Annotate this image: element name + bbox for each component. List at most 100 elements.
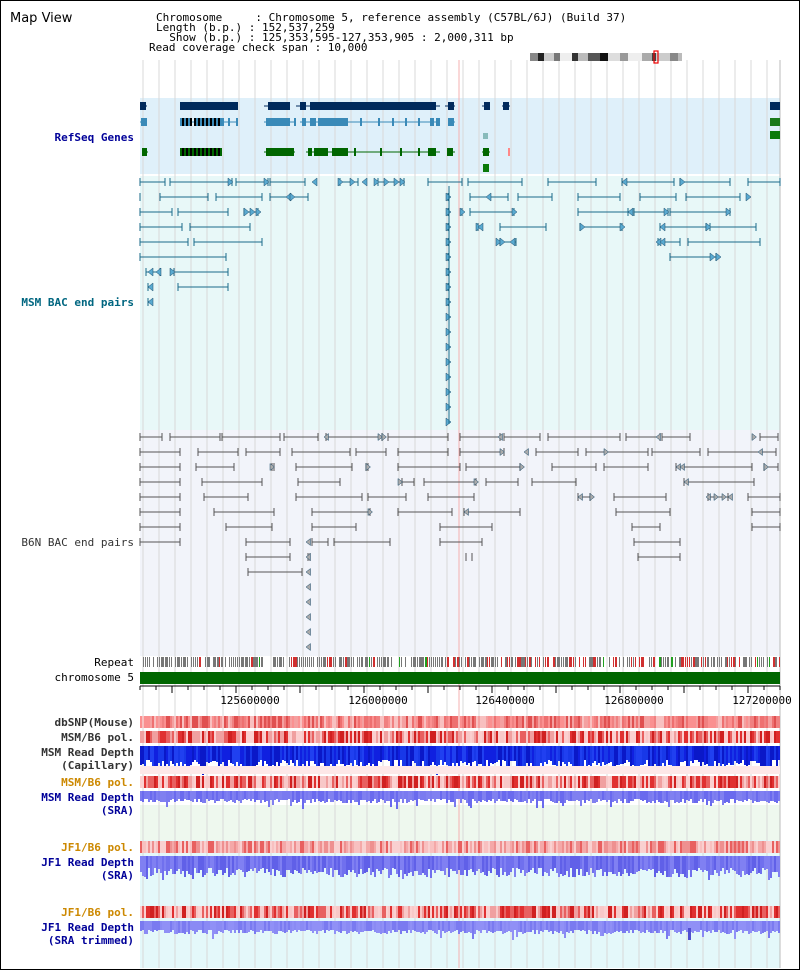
- jf1-trimmed-depth-bar: [602, 921, 604, 936]
- dbsnp-cell: [584, 716, 586, 728]
- jf1-pol-cell: [532, 841, 534, 853]
- jf1-pol-cell: [254, 841, 256, 853]
- msm-pol-cell: [746, 731, 748, 743]
- dbsnp-cell: [462, 716, 464, 728]
- jf1-trimmed-depth-bar: [228, 921, 230, 931]
- ideogram-band: [530, 53, 538, 61]
- jf1-trimmed-depth-bar: [178, 921, 180, 933]
- dbsnp-cell: [638, 716, 640, 728]
- msm-pol-cell: [198, 731, 200, 743]
- jf1-trimmed-depth-bar: [716, 921, 718, 932]
- page-title: Map View: [10, 11, 73, 26]
- dbsnp-cell: [276, 716, 278, 728]
- repeat-element: [475, 657, 476, 667]
- jf1-trimmed-depth-bar: [472, 921, 474, 939]
- msm-pol-cell: [382, 776, 384, 788]
- jf1-sra-depth-bar: [624, 856, 626, 869]
- msm-pol-cell: [446, 776, 448, 788]
- msm-sra-depth-bar: [684, 791, 686, 803]
- jf1-pol-cell: [476, 841, 478, 853]
- msm-sra-depth-bar: [350, 791, 352, 803]
- msm-bac-arrow: [147, 267, 154, 277]
- jf1-trimmed-depth-bar: [298, 921, 300, 930]
- jf1-trimmed-depth-bar: [580, 921, 582, 931]
- msm-sra-depth-bar: [714, 791, 716, 800]
- msm-pol-cell: [712, 731, 714, 743]
- jf1-trimmed-depth-bar: [302, 921, 304, 931]
- msm-pol-cell: [568, 776, 570, 788]
- msm-capillary-depth-bar: [562, 746, 564, 762]
- msm-bac-arrow: [663, 207, 670, 217]
- refseq-genes-label[interactable]: RefSeq Genes: [54, 131, 134, 144]
- msm-pol-cell: [558, 731, 560, 743]
- dbsnp-cell: [392, 716, 394, 728]
- jf1-pol-cell: [304, 906, 306, 918]
- msm-capillary-depth-bar: [570, 746, 572, 764]
- jf1-trimmed-depth-bar: [392, 921, 394, 930]
- msm-pol-cell: [256, 731, 258, 743]
- repeat-element: [521, 657, 523, 667]
- dbsnp-cell: [592, 716, 594, 728]
- msm-pol-cell: [204, 731, 206, 743]
- jf1-sra-depth-bar: [758, 856, 760, 873]
- jf1-trimmed-depth-bar: [544, 921, 546, 930]
- msm-pol-cell: [498, 731, 500, 743]
- repeat-element: [761, 657, 762, 667]
- jf1-pol-cell: [570, 841, 572, 853]
- repeat-element: [565, 657, 567, 667]
- msm-capillary-depth-bar: [286, 746, 288, 763]
- msm-pol-cell: [172, 731, 174, 743]
- jf1-sra-depth-bar: [324, 856, 326, 868]
- msm-pol-cell: [362, 731, 364, 743]
- msm-capillary-depth-bar: [686, 746, 688, 766]
- jf1-trimmed-depth-bar: [612, 921, 614, 933]
- jf1-pol-cell: [486, 841, 488, 853]
- b6n-bac-label[interactable]: B6N BAC end pairs: [21, 536, 134, 549]
- msm-sra-depth-bar: [306, 791, 308, 800]
- msm-pol-cell: [456, 731, 458, 743]
- repeat-element: [567, 657, 568, 667]
- msm-capillary-depth-bar: [266, 746, 268, 764]
- jf1-sra-depth-bar: [184, 856, 186, 877]
- jf1-sra-depth-bar: [330, 856, 332, 868]
- msm-pol-cell: [382, 731, 384, 743]
- jf1-trimmed-depth-bar: [222, 921, 224, 933]
- jf1-sra-depth-bar: [214, 856, 216, 876]
- jf1-pol-cell: [276, 906, 278, 918]
- jf1-pol-cell: [286, 841, 288, 853]
- dbsnp-cell: [342, 716, 344, 728]
- jf1-pol-cell: [674, 906, 676, 918]
- jf1-trimmed-depth-bar: [564, 921, 566, 938]
- msm-sra-depth-bar: [434, 791, 436, 802]
- dbsnp-cell: [534, 716, 536, 728]
- jf1-sra-depth-bar: [692, 856, 694, 870]
- b6n-bac-arrow: [603, 447, 609, 457]
- msm-pol-cell: [324, 776, 326, 788]
- msm-pol-cell: [166, 776, 168, 788]
- jf1-sra-depth-bar: [594, 856, 596, 877]
- jf1-sra-depth-bar: [362, 856, 364, 874]
- jf1-sra-depth-bar: [344, 856, 346, 874]
- repeat-element: [563, 657, 564, 667]
- msm-capillary-depth-bar: [584, 746, 586, 760]
- msm-capillary-depth-bar: [186, 746, 188, 769]
- msm-bac-arrow: [659, 237, 666, 247]
- repeat-element: [237, 657, 238, 667]
- msm-capillary-depth-bar: [698, 746, 700, 762]
- msm-pol-cell: [346, 776, 348, 788]
- jf1-trimmed-depth-bar: [542, 921, 544, 932]
- jf1-pol-cell: [426, 841, 428, 853]
- repeat-element: [469, 657, 470, 667]
- msm-capillary-depth-bar: [478, 746, 480, 764]
- repeat-element: [323, 657, 325, 667]
- repeat-element: [367, 657, 368, 667]
- msm-pol-cell: [636, 731, 638, 743]
- jf1-pol-cell: [756, 841, 758, 853]
- jf1-sra-depth-bar: [328, 856, 330, 875]
- msm-sra-depth-bar: [742, 791, 744, 802]
- jf1-pol-cell: [620, 906, 622, 918]
- msm-capillary-depth-bar: [494, 746, 496, 763]
- jf1-pol-cell: [250, 841, 252, 853]
- msm-bac-label[interactable]: MSM BAC end pairs: [21, 296, 134, 309]
